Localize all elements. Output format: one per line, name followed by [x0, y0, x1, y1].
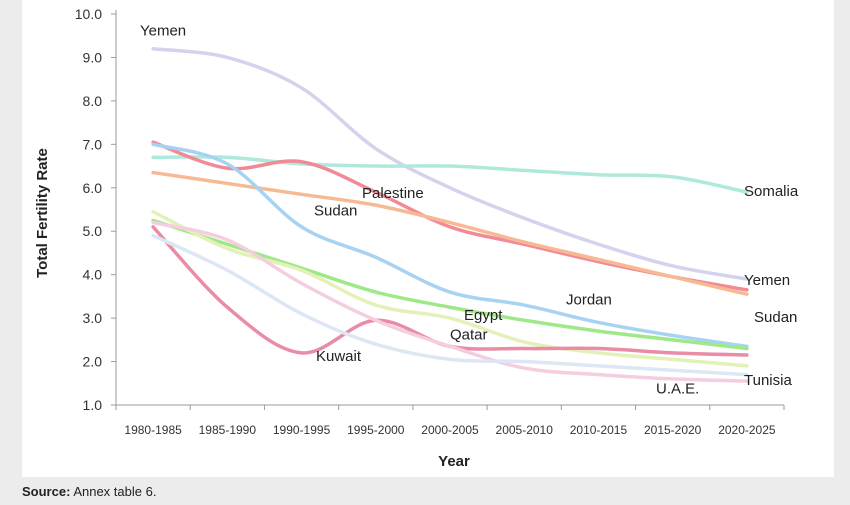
series-line-sudan-mid-label	[151, 142, 749, 349]
series-line-yemen	[151, 47, 749, 281]
y-tick-label: 5.0	[83, 223, 103, 239]
x-tick-label: 2015-2020	[644, 423, 702, 437]
series-label-sudan-right: Sudan	[754, 309, 797, 326]
series-label-jordan: Jordan	[566, 292, 612, 309]
y-tick-label: 1.0	[83, 397, 103, 413]
series-label-palestine: Palestine	[362, 185, 424, 202]
series-line-sudan	[151, 170, 749, 296]
series-label-yemen-top: Yemen	[140, 23, 186, 40]
x-tick-label: 1995-2000	[347, 423, 405, 437]
series-label-sudan-mid: Sudan	[314, 203, 357, 220]
x-tick-label: 1990-1995	[273, 423, 331, 437]
y-tick-label: 2.0	[83, 354, 103, 370]
x-tick-label: 2005-2010	[496, 423, 554, 437]
y-tick-label: 9.0	[83, 49, 103, 65]
series-label-uae: U.A.E.	[656, 381, 699, 398]
series-label-tunisia: Tunisia	[744, 372, 792, 389]
series-label-qatar: Qatar	[450, 326, 488, 343]
x-tick-label: 2000-2005	[421, 423, 479, 437]
y-tick-label: 3.0	[83, 310, 103, 326]
axes: 1.0 2.0 3.0 4.0 5.0 6.0 7.0 8.0 9.0 10.0 1980-1985…	[75, 6, 785, 437]
source-note: Source: Annex table 6.	[22, 484, 156, 499]
series-label-yemen-right: Yemen	[744, 272, 790, 289]
series-label-kuwait: Kuwait	[316, 348, 362, 365]
series-label-somalia: Somalia	[744, 183, 799, 200]
x-tick-label: 2020-2025	[718, 423, 776, 437]
y-tick-label: 8.0	[83, 93, 103, 109]
source-prefix: Source:	[22, 484, 71, 499]
source-text: Annex table 6.	[73, 484, 157, 499]
y-axis-title: Total Fertility Rate	[34, 148, 51, 278]
series-labels: Yemen Yemen Somalia Palestine Sudan Sudan Jord…	[140, 23, 799, 398]
x-tick-label: 1980-1985	[124, 423, 182, 437]
y-tick-label: 10.0	[75, 6, 102, 22]
y-tick-label: 6.0	[83, 180, 103, 196]
series-line-somalia	[151, 155, 749, 194]
series-label-egypt: Egypt	[464, 307, 503, 324]
x-axis-title: Year	[438, 453, 470, 470]
y-tick-label: 4.0	[83, 267, 103, 283]
series-lines	[151, 47, 749, 383]
chart-panel: 1.0 2.0 3.0 4.0 5.0 6.0 7.0 8.0 9.0 10.0 1980-1985…	[22, 0, 834, 477]
x-tick-label: 2010-2015	[570, 423, 628, 437]
series-line-u-a-e	[151, 233, 749, 377]
series-line-tunisia	[151, 220, 749, 383]
series-line-qatar	[151, 209, 749, 368]
y-tick-label: 7.0	[83, 136, 103, 152]
line-chart: 1.0 2.0 3.0 4.0 5.0 6.0 7.0 8.0 9.0 10.0 1980-1985…	[34, 6, 799, 470]
x-tick-label: 1985-1990	[199, 423, 257, 437]
